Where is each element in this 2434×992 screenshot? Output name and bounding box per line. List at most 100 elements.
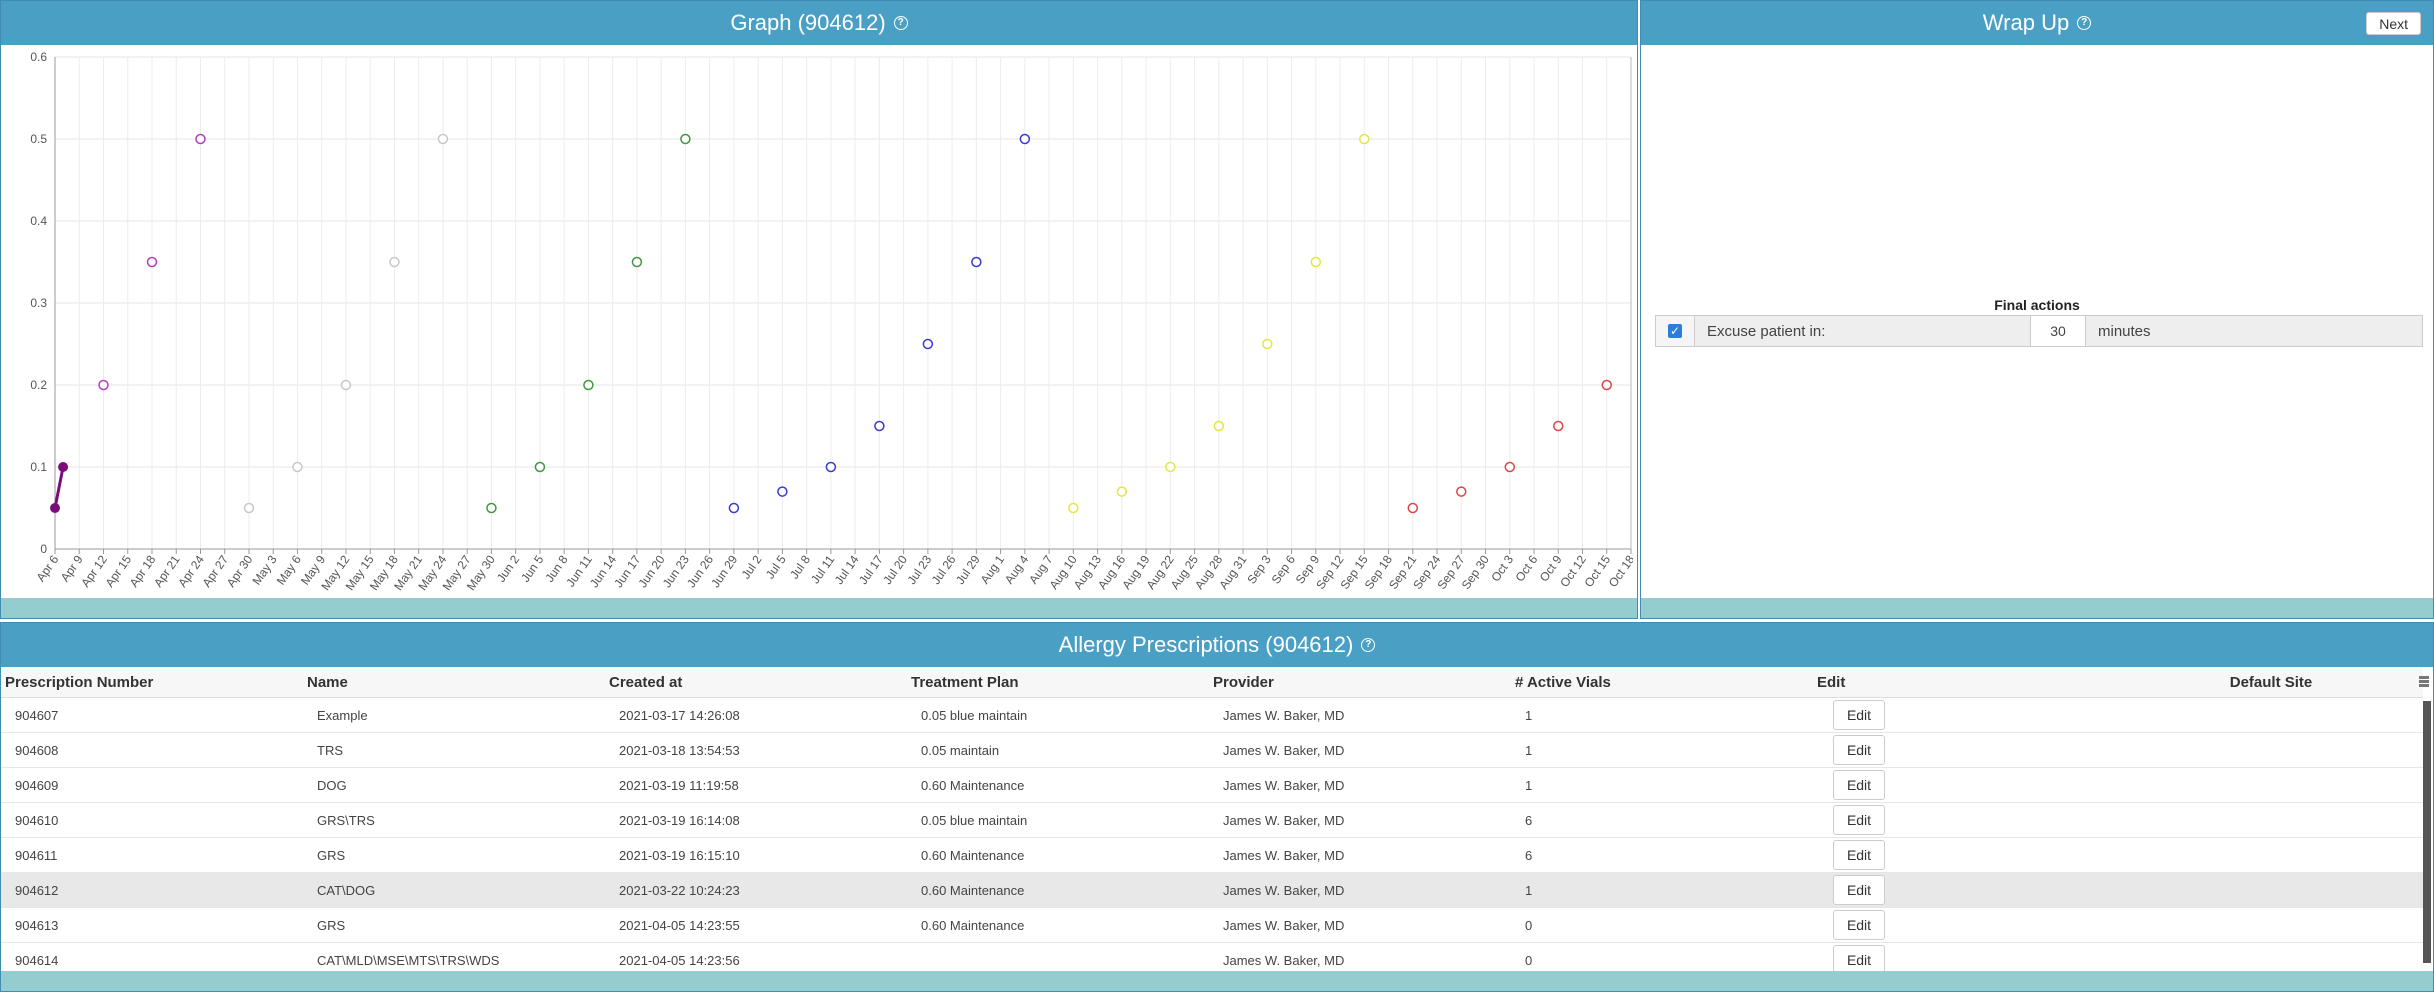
data-point bbox=[971, 256, 982, 268]
cell-created-at: 2021-03-17 14:26:08 bbox=[605, 697, 907, 733]
cell-treatment-plan: 0.60 Maintenance bbox=[907, 767, 1209, 803]
cell-provider: James W. Baker, MD bbox=[1209, 907, 1511, 943]
data-point bbox=[631, 256, 643, 268]
cell-default-site bbox=[2115, 767, 2423, 803]
data-point bbox=[58, 462, 69, 472]
edit-button[interactable]: Edit bbox=[1833, 805, 1885, 835]
edit-button[interactable]: Edit bbox=[1833, 770, 1885, 800]
cell-active-vials: 0 bbox=[1511, 907, 1813, 943]
series-line bbox=[53, 466, 65, 509]
cell-prescription-number: 904608 bbox=[1, 732, 303, 768]
table-row[interactable]: 904611 GRS 2021-03-19 16:15:10 0.60 Mainten… bbox=[1, 837, 2423, 873]
graph-footer-bar bbox=[1, 598, 1637, 618]
prescriptions-header: Allergy Prescriptions (904612) ? bbox=[1, 623, 2433, 667]
cell-treatment-plan: 0.05 blue maintain bbox=[907, 697, 1209, 733]
cell-active-vials: 1 bbox=[1511, 732, 1813, 768]
cell-active-vials: 6 bbox=[1511, 837, 1813, 873]
cell-provider: James W. Baker, MD bbox=[1209, 872, 1511, 908]
x-tick-label: Jul 29 bbox=[953, 552, 983, 587]
col-treatment-plan[interactable]: Treatment Plan bbox=[907, 667, 1209, 698]
cell-prescription-number: 904611 bbox=[1, 837, 303, 873]
x-tick-label: Aug 1 bbox=[978, 552, 1008, 586]
col-created-at[interactable]: Created at bbox=[605, 667, 907, 698]
cell-active-vials: 1 bbox=[1511, 767, 1813, 803]
table-row[interactable]: 904609 DOG 2021-03-19 11:19:58 0.60 Mainten… bbox=[1, 767, 2423, 803]
table-row[interactable]: 904610 GRS\TRS 2021-03-19 16:14:08 0.05 blu… bbox=[1, 802, 2423, 838]
excuse-label: Excuse patient in: bbox=[1695, 316, 2031, 346]
next-button[interactable]: Next bbox=[2366, 12, 2421, 35]
cell-prescription-number: 904607 bbox=[1, 697, 303, 733]
cell-name: GRS\TRS bbox=[303, 802, 605, 838]
data-point bbox=[146, 256, 158, 268]
cell-treatment-plan: 0.60 Maintenance bbox=[907, 872, 1209, 908]
edit-button[interactable]: Edit bbox=[1833, 735, 1885, 765]
data-point bbox=[486, 502, 497, 514]
cell-name: Example bbox=[303, 697, 605, 733]
col-prescription-number[interactable]: Prescription Number bbox=[1, 667, 303, 698]
x-tick-label: Jun 2 bbox=[494, 552, 522, 584]
edit-button[interactable]: Edit bbox=[1833, 910, 1885, 940]
cell-provider: James W. Baker, MD bbox=[1209, 732, 1511, 768]
col-default-site[interactable]: Default Site bbox=[2115, 667, 2423, 698]
prescriptions-table: Prescription Number Name Created at Trea… bbox=[1, 667, 2423, 978]
cell-provider: James W. Baker, MD bbox=[1209, 697, 1511, 733]
prescriptions-title: Allergy Prescriptions (904612) bbox=[1058, 632, 1354, 657]
y-tick-label: 0.2 bbox=[30, 378, 47, 392]
cell-active-vials: 1 bbox=[1511, 872, 1813, 908]
excuse-checkbox[interactable]: ✓ bbox=[1668, 324, 1682, 338]
x-tick-label: Sep 6 bbox=[1269, 552, 1299, 586]
data-point bbox=[1407, 502, 1419, 514]
data-point bbox=[1116, 486, 1128, 497]
graph-title: Graph (904612) bbox=[730, 10, 886, 35]
cell-created-at: 2021-03-19 16:14:08 bbox=[605, 802, 907, 838]
x-tick-label: May 3 bbox=[249, 552, 279, 587]
data-point bbox=[243, 502, 255, 514]
excuse-checkbox-cell: ✓ bbox=[1656, 316, 1695, 346]
edit-button[interactable]: Edit bbox=[1833, 700, 1885, 730]
column-menu-icon[interactable]: ▬ ▬ ▬ bbox=[2419, 671, 2429, 690]
col-provider[interactable]: Provider bbox=[1209, 667, 1511, 698]
data-point bbox=[1601, 379, 1613, 391]
edit-button[interactable]: Edit bbox=[1833, 945, 1885, 975]
x-tick-label: Oct 18 bbox=[1606, 552, 1633, 589]
excuse-unit: minutes bbox=[2098, 322, 2151, 340]
cell-prescription-number: 904612 bbox=[1, 872, 303, 908]
y-tick-label: 0.3 bbox=[30, 296, 47, 310]
question-circle-icon[interactable]: ? bbox=[2077, 16, 2092, 30]
table-row[interactable]: 904608 TRS 2021-03-18 13:54:53 0.05 maintai… bbox=[1, 732, 2423, 768]
cell-treatment-plan: 0.60 Maintenance bbox=[907, 907, 1209, 943]
x-tick-label: May 6 bbox=[274, 552, 304, 587]
edit-button[interactable]: Edit bbox=[1833, 875, 1885, 905]
data-point bbox=[1504, 461, 1516, 473]
edit-button[interactable]: Edit bbox=[1833, 840, 1885, 870]
table-scrollbar[interactable] bbox=[2423, 701, 2431, 963]
cell-provider: James W. Baker, MD bbox=[1209, 802, 1511, 838]
question-circle-icon[interactable]: ? bbox=[1361, 638, 1376, 652]
data-point bbox=[1359, 133, 1370, 145]
excuse-minutes-input[interactable] bbox=[2031, 316, 2086, 346]
col-active-vials[interactable]: # Active Vials bbox=[1511, 667, 1813, 698]
y-tick-label: 0.4 bbox=[30, 214, 47, 228]
wrap-up-footer-bar bbox=[1641, 598, 2433, 618]
question-circle-icon[interactable]: ? bbox=[893, 16, 908, 30]
cell-active-vials: 1 bbox=[1511, 697, 1813, 733]
data-point bbox=[292, 461, 303, 473]
col-edit[interactable]: Edit bbox=[1813, 667, 2115, 698]
cell-active-vials: 6 bbox=[1511, 802, 1813, 838]
col-name[interactable]: Name bbox=[303, 667, 605, 698]
table-row[interactable]: 904613 GRS 2021-04-05 14:23:55 0.60 Mainten… bbox=[1, 907, 2423, 943]
table-row[interactable]: 904607 Example 2021-03-17 14:26:08 0.05 blu… bbox=[1, 697, 2423, 733]
y-tick-label: 0.5 bbox=[30, 132, 47, 146]
data-point bbox=[583, 379, 594, 391]
data-point bbox=[777, 486, 788, 497]
x-tick-label: Jul 2 bbox=[739, 552, 765, 581]
table-row[interactable]: 904612 CAT\DOG 2021-03-22 10:24:23 0.60 Mai… bbox=[1, 872, 2423, 908]
graph-panel: Graph (904612) ? 0 0.1 0.2 0.3 0.4 0.5 0.6 Apr … bbox=[0, 0, 1638, 619]
data-point bbox=[437, 133, 449, 145]
data-point bbox=[680, 133, 691, 145]
data-point bbox=[1165, 461, 1176, 473]
cell-created-at: 2021-03-18 13:54:53 bbox=[605, 732, 907, 768]
final-actions-title: Final actions bbox=[1994, 297, 2080, 313]
data-point bbox=[1068, 502, 1079, 514]
